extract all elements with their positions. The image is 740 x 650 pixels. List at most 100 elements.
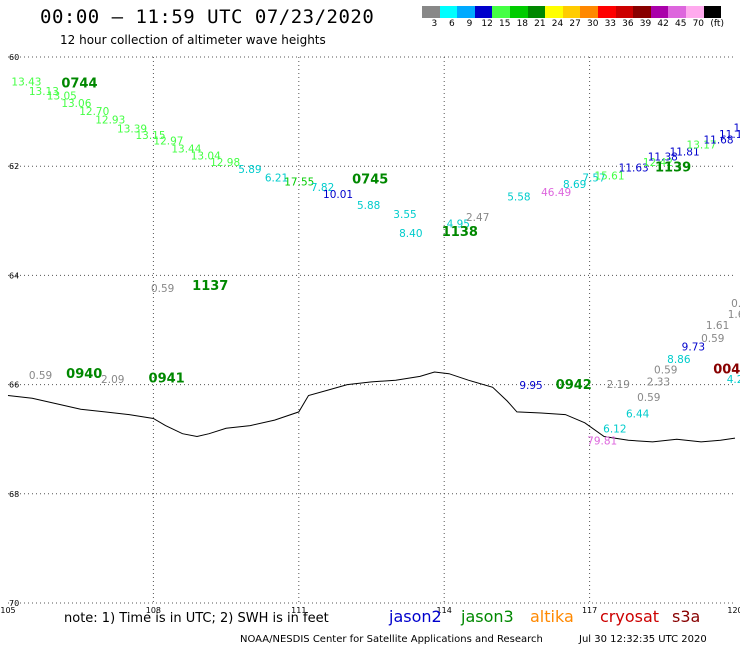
pass-time-label: 0744 bbox=[61, 77, 97, 92]
color-scale-label: 24 bbox=[551, 19, 564, 29]
color-swatch bbox=[650, 6, 669, 18]
color-swatch bbox=[703, 6, 722, 18]
wave-height-label: 13.17 bbox=[687, 140, 717, 152]
color-swatch bbox=[492, 6, 510, 18]
satellite-legend-s3a: s3a bbox=[672, 607, 701, 626]
color-scale-label: 15 bbox=[498, 19, 511, 29]
latitude-tick-label: 60 bbox=[9, 53, 19, 62]
latitude-tick-label: 64 bbox=[9, 271, 19, 280]
pass-time-label: 0940 bbox=[66, 367, 102, 382]
wave-height-label: 12.42 bbox=[643, 157, 673, 169]
color-swatch bbox=[509, 6, 528, 18]
wave-height-label: 4.95 bbox=[447, 218, 470, 230]
credit-text: NOAA/NESDIS Center for Satellite Applica… bbox=[240, 634, 543, 645]
wave-height-label: 6.21 bbox=[265, 172, 288, 184]
wave-height-label: 0.5 bbox=[731, 298, 740, 310]
wave-height-label: 0.59 bbox=[29, 370, 52, 382]
latitude-tick-label: 62 bbox=[9, 162, 19, 171]
color-swatch bbox=[580, 6, 598, 18]
page-title: 00:00 – 11:59 UTC 07/23/2020 bbox=[40, 6, 375, 28]
wave-height-label: 2.47 bbox=[466, 212, 489, 224]
longitude-tick-label: 114 bbox=[437, 606, 452, 615]
wave-height-label: 13.13 bbox=[29, 86, 59, 98]
color-scale-label: 30 bbox=[586, 19, 599, 29]
wave-height-label: 13.05 bbox=[47, 91, 77, 103]
color-scale-label: 45 bbox=[674, 19, 687, 29]
pass-time-label: 0942 bbox=[556, 378, 592, 393]
color-scale-label: 18 bbox=[516, 19, 529, 29]
wave-height-label: 12.97 bbox=[153, 135, 183, 147]
wave-height-label: 11.12 bbox=[719, 129, 740, 141]
wave-height-label: 17.55 bbox=[284, 176, 314, 188]
wave-height-label: 9.73 bbox=[682, 342, 705, 354]
wave-height-label: 7.82 bbox=[311, 182, 334, 194]
wave-height-label: 7.57 bbox=[582, 172, 605, 184]
color-swatch bbox=[562, 6, 581, 18]
color-swatch bbox=[615, 6, 634, 18]
pass-time-label: 1137 bbox=[192, 279, 228, 294]
wave-height-label: 11.68 bbox=[703, 134, 733, 146]
color-scale-label: 6 bbox=[449, 19, 455, 29]
satellite-legend-altika: altika bbox=[530, 607, 574, 626]
color-scale-labels: 3 6 9 12 15 18 21 24 27 30 33 36 39 42 45 70 (ft) bbox=[422, 18, 740, 30]
latitude-tick-label: 70 bbox=[9, 599, 19, 608]
wave-height-label: 2.33 bbox=[647, 377, 670, 389]
wave-height-label: 12.70 bbox=[79, 106, 109, 118]
wave-height-label: 13.44 bbox=[171, 144, 201, 156]
color-scale-unit: (ft) bbox=[710, 19, 724, 29]
timestamp: Jul 30 12:32:35 UTC 2020 bbox=[579, 634, 707, 645]
wave-height-label: 11.63 bbox=[619, 163, 649, 175]
longitude-tick-label: 117 bbox=[582, 606, 597, 615]
wave-height-label: 6.44 bbox=[626, 408, 650, 420]
color-scale-label: 3 bbox=[431, 19, 438, 29]
color-swatch bbox=[668, 6, 686, 18]
wave-height-label: 13.04 bbox=[191, 151, 221, 163]
wave-height-label: 3.55 bbox=[393, 209, 416, 221]
color-swatch bbox=[545, 6, 563, 18]
longitude-tick-label: 108 bbox=[146, 606, 161, 615]
legend-note: note: 1) Time is in UTC; 2) SWH is in fe… bbox=[64, 611, 329, 626]
pass-time-label: 1138 bbox=[442, 225, 478, 240]
latitude-tick-label: 66 bbox=[9, 381, 19, 390]
satellite-legend-jason2: jason2 bbox=[389, 607, 442, 626]
color-scale-label: 27 bbox=[569, 19, 581, 29]
wave-height-label: 2.19 bbox=[607, 379, 630, 391]
wave-height-label: 1.61 bbox=[706, 320, 729, 332]
longitude-tick-label: 111 bbox=[291, 606, 306, 615]
pass-time-label: 0745 bbox=[352, 173, 388, 188]
color-swatch bbox=[597, 6, 616, 18]
latitude-tick-label: 68 bbox=[9, 490, 19, 499]
coastline bbox=[7, 371, 736, 443]
color-scale-label: 39 bbox=[639, 19, 652, 29]
wave-height-label: 9.95 bbox=[519, 380, 542, 392]
color-scale-label: 9 bbox=[466, 19, 473, 29]
wave-height-label: 6.12 bbox=[603, 424, 626, 436]
wave-height-label: 0.59 bbox=[637, 392, 660, 404]
wave-height-color-scale: 3 6 9 12 15 18 21 24 27 30 33 36 39 42 45 70 (ft) bbox=[422, 6, 740, 30]
wave-height-label: 13.43 bbox=[11, 76, 41, 88]
color-scale-label: 70 bbox=[692, 19, 705, 29]
pass-time-label: 0941 bbox=[149, 371, 185, 386]
color-scale-label: 36 bbox=[622, 19, 634, 29]
pass-time-label: 1139 bbox=[655, 161, 691, 176]
color-scale-label: 33 bbox=[604, 19, 617, 29]
satellite-legend-cryosat: cryosat bbox=[600, 607, 660, 626]
color-scale-swatches bbox=[422, 6, 740, 18]
color-swatch bbox=[685, 6, 704, 18]
wave-height-label: 13.39 bbox=[117, 123, 147, 135]
wave-height-label: 2.09 bbox=[101, 374, 124, 386]
wave-height-label: 10.01 bbox=[323, 189, 353, 201]
wave-height-label: 8.69 bbox=[563, 179, 586, 191]
wave-height-label: 13.06 bbox=[61, 98, 91, 110]
wave-height-label: 5.89 bbox=[238, 164, 261, 176]
wave-height-label: 12.93 bbox=[95, 115, 125, 127]
wave-height-label: 8.86 bbox=[667, 354, 691, 366]
color-swatch bbox=[439, 6, 458, 18]
color-swatch bbox=[474, 6, 493, 18]
color-swatch bbox=[457, 6, 475, 18]
wave-height-label: 15.61 bbox=[594, 170, 624, 182]
satellite-legend-jason3: jason3 bbox=[461, 607, 514, 626]
wave-height-label: 0.59 bbox=[654, 365, 677, 377]
